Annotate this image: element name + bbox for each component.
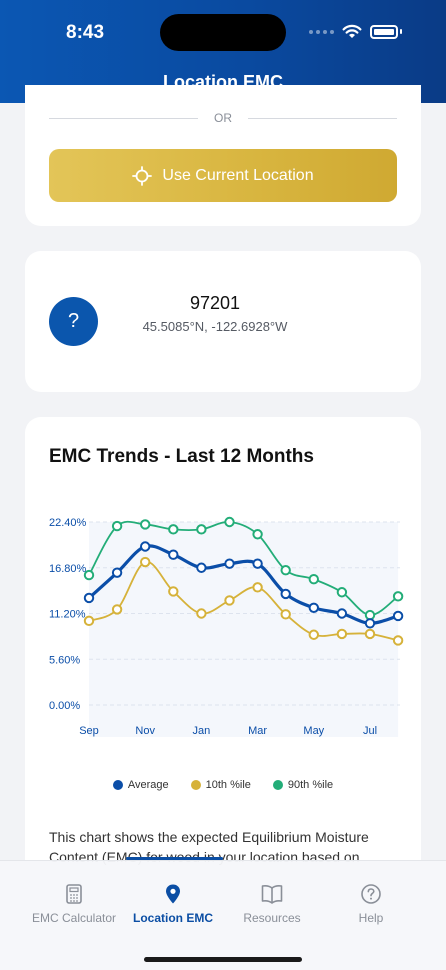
data-point-average — [308, 602, 319, 613]
data-point-p90 — [364, 609, 376, 621]
data-point-p10 — [224, 595, 235, 606]
chart-title: EMC Trends - Last 12 Months — [49, 446, 314, 467]
data-point-p90 — [336, 587, 348, 598]
use-current-location-button[interactable]: Use Current Location — [49, 149, 397, 202]
book-icon — [261, 885, 283, 904]
y-tick-label: 22.40% — [49, 517, 87, 529]
x-tick-label: Jan — [193, 725, 211, 737]
x-tick-label: Nov — [135, 725, 155, 737]
data-point-average — [83, 592, 95, 604]
tab-bar: EMC Calculator Location EMC Resources He… — [0, 857, 446, 970]
tab-location-emc[interactable]: Location EMC — [118, 883, 228, 925]
data-point-p10 — [336, 628, 348, 640]
legend-label: Average — [127, 779, 169, 791]
battery-cap — [400, 29, 402, 34]
data-point-p90 — [252, 529, 263, 540]
tab-help[interactable]: Help — [316, 883, 426, 925]
data-point-average — [252, 558, 263, 569]
data-point-p10 — [111, 604, 123, 615]
data-point-average — [168, 549, 179, 560]
battery-icon — [370, 24, 398, 39]
x-tick-label: Sep — [79, 725, 99, 737]
x-tick-label: May — [303, 725, 324, 737]
divider-line-right — [248, 117, 397, 119]
tab-label: EMC Calculator — [31, 911, 117, 925]
wifi-icon — [342, 24, 362, 38]
or-label: OR — [214, 111, 232, 125]
use-location-label: Use Current Location — [162, 166, 314, 184]
emc-trends-card: EMC Trends - Last 12 Months 22.40% 16.80%… — [25, 417, 421, 877]
legend-item-p10: 10th %ile — [190, 779, 251, 791]
active-tab-indicator — [126, 857, 223, 860]
legend-swatch — [190, 780, 201, 790]
data-point-p10 — [392, 635, 404, 646]
legend-swatch — [112, 780, 123, 790]
data-point-p10 — [140, 556, 151, 568]
signal-icon — [309, 29, 334, 34]
tab-resources[interactable]: Resources — [217, 883, 327, 925]
data-point-average — [336, 608, 348, 619]
tab-label: Location EMC — [133, 911, 213, 925]
data-point-p90 — [308, 573, 319, 585]
x-tick-label: Jul — [363, 725, 377, 737]
status-icons — [309, 24, 402, 39]
y-tick-label: 11.20% — [49, 609, 86, 621]
data-point-p90 — [224, 516, 235, 528]
coordinates: 45.5085°N, -122.6928°W — [142, 319, 288, 334]
legend-item-average: Average — [112, 779, 169, 791]
data-point-p10 — [252, 582, 263, 593]
data-point-p90 — [140, 519, 151, 530]
location-input-card: OR Use Current Location — [25, 85, 421, 226]
plot-area — [89, 522, 399, 737]
help-circle-icon — [361, 884, 381, 904]
data-point-average — [392, 610, 404, 622]
data-point-average — [364, 618, 376, 629]
tab-label: Resources — [243, 911, 301, 925]
emc-trend-chart: 22.40% 16.80% 11.20% 5.60% 0.00% Sep Nov Jan Mar… — [49, 516, 404, 737]
data-point-p90 — [168, 524, 179, 535]
data-point-p10 — [280, 609, 291, 620]
data-point-p90 — [111, 520, 123, 532]
chart-legend: Average 10th %ile 90th %ile — [25, 779, 421, 791]
divider-line-left — [49, 117, 198, 119]
data-point-p90 — [280, 565, 291, 576]
y-tick-label: 5.60% — [49, 654, 80, 666]
data-point-p10 — [196, 608, 207, 619]
crosshair-icon — [132, 165, 153, 186]
data-point-p90 — [392, 591, 404, 602]
y-tick-label: 16.80% — [49, 563, 87, 575]
data-point-average — [140, 541, 151, 552]
tab-emc-calculator[interactable]: EMC Calculator — [19, 883, 129, 925]
y-tick-label: 0.00% — [49, 700, 80, 712]
unknown-location-icon: ? — [49, 297, 98, 346]
data-point-p90 — [83, 569, 95, 581]
data-point-average — [224, 558, 235, 569]
status-time: 8:43 — [66, 22, 105, 43]
or-divider: OR — [49, 111, 397, 125]
legend-label: 90th %ile — [287, 779, 334, 791]
data-point-p10 — [168, 586, 179, 597]
data-point-p10 — [364, 628, 376, 640]
legend-swatch — [272, 780, 283, 790]
calculator-icon — [66, 884, 82, 904]
home-indicator — [144, 957, 302, 962]
location-pin-icon — [166, 884, 180, 904]
legend-item-p90: 90th %ile — [272, 779, 334, 791]
data-point-p10 — [308, 629, 319, 640]
data-point-average — [196, 562, 207, 573]
data-point-p90 — [196, 524, 207, 535]
location-result-card: ? 97201 45.5085°N, -122.6928°W — [25, 251, 421, 392]
legend-label: 10th %ile — [205, 779, 251, 791]
x-tick-label: Mar — [248, 725, 267, 737]
zip-code: 97201 — [189, 293, 241, 313]
data-point-average — [111, 567, 123, 578]
data-point-average — [280, 588, 291, 600]
dynamic-island — [160, 14, 286, 51]
tab-label: Help — [358, 911, 384, 925]
data-point-p10 — [83, 615, 95, 627]
